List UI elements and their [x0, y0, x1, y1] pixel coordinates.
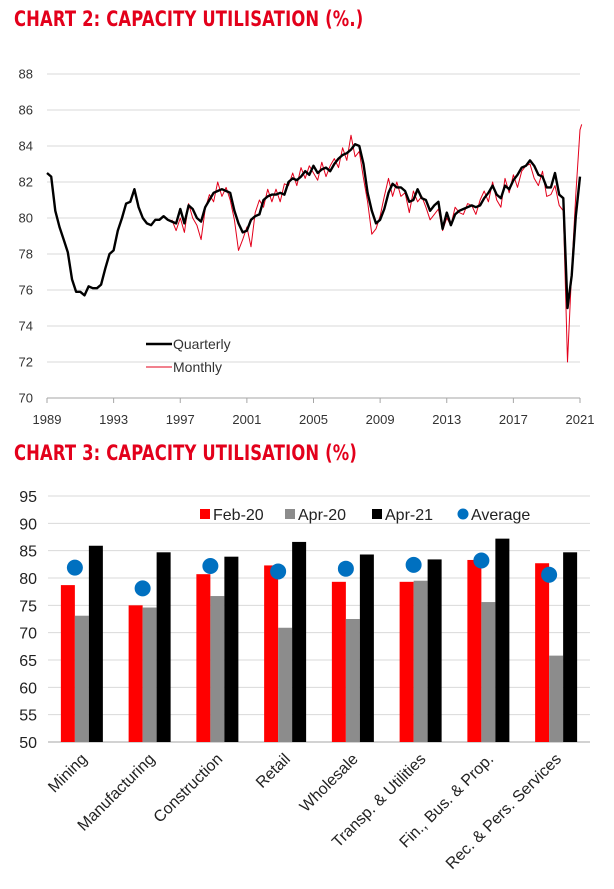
bar-apr-21 [495, 538, 510, 742]
legend-swatch-apr-21 [372, 509, 382, 519]
y-tick-label: 80 [19, 211, 33, 226]
average-marker [337, 560, 354, 577]
bar-apr-20 [345, 619, 360, 742]
y-tick-label: 55 [19, 708, 37, 725]
bar-feb-20 [331, 581, 346, 742]
chart2-title: CHART 2: CAPACITY UTILISATION (%.) [14, 7, 364, 31]
chart2-line-chart: 70 72 74 76 78 80 82 84 86 88 1989 1993 1997 2001 2005… [19, 67, 595, 428]
bar-apr-20 [210, 596, 225, 742]
average-marker [202, 557, 219, 574]
legend-swatch-feb-20 [200, 509, 210, 519]
y-tick-label: 70 [19, 626, 37, 643]
bar-apr-21 [359, 554, 374, 742]
x-tick-label: 1989 [33, 412, 62, 427]
y-tick-label: 70 [19, 391, 33, 406]
legend-label-apr-20: Apr-20 [298, 507, 346, 524]
x-tick-label: 1997 [166, 412, 195, 427]
x-tick-label: 2013 [432, 412, 461, 427]
bar-apr-20 [142, 607, 157, 742]
legend-swatch-average [457, 508, 469, 520]
bar-feb-20 [264, 565, 279, 742]
y-tick-label: 88 [19, 67, 33, 82]
x-tick-label: 2009 [366, 412, 395, 427]
bar-apr-20 [278, 627, 293, 742]
bar-apr-21 [156, 552, 171, 742]
legend-swatch-apr-20 [285, 509, 295, 519]
y-tick-label: 74 [19, 319, 33, 334]
category-label: Mining [45, 751, 90, 796]
x-tick-label: 2001 [232, 412, 261, 427]
y-tick-label: 85 [19, 544, 37, 561]
bar-apr-21 [292, 541, 307, 742]
category-label: Wholesale [297, 751, 362, 816]
bar-feb-20 [467, 559, 482, 742]
average-marker [541, 566, 558, 583]
y-tick-label: 82 [19, 175, 33, 190]
bar-feb-20 [196, 574, 211, 742]
bar-apr-20 [481, 602, 496, 742]
y-tick-label: 65 [19, 653, 37, 670]
bar-feb-20 [535, 563, 550, 742]
chart3-title: CHART 3: CAPACITY UTILISATION (%) [14, 441, 357, 465]
legend-label-apr-21: Apr-21 [385, 507, 433, 524]
category-label: Rec. & Pers. Services [443, 751, 565, 873]
average-marker [134, 580, 151, 597]
x-tick-label: 2017 [499, 412, 528, 427]
bar-feb-20 [60, 585, 75, 742]
y-tick-label: 76 [19, 283, 33, 298]
average-marker [473, 552, 490, 569]
y-tick-label: 75 [19, 598, 37, 615]
bar-apr-20 [413, 580, 428, 742]
bar-apr-20 [74, 615, 89, 742]
legend-label-quarterly: Quarterly [173, 336, 231, 352]
legend-label-feb-20: Feb-20 [213, 507, 264, 524]
chart3-bar-chart: 50556065707580859095MiningManufacturingC… [19, 489, 590, 873]
x-tick-label: 1993 [99, 412, 128, 427]
y-tick-label: 95 [19, 489, 37, 506]
bar-feb-20 [128, 605, 143, 742]
y-tick-label: 60 [19, 680, 37, 697]
x-tick-label: 2021 [566, 412, 595, 427]
bar-apr-21 [224, 556, 239, 742]
bar-apr-21 [563, 552, 578, 742]
y-tick-label: 86 [19, 103, 33, 118]
bar-apr-21 [88, 545, 103, 742]
y-tick-label: 84 [19, 139, 33, 154]
bar-feb-20 [399, 581, 414, 742]
y-tick-label: 50 [19, 735, 37, 752]
y-tick-label: 78 [19, 247, 33, 262]
bar-apr-20 [549, 655, 564, 742]
average-marker [405, 556, 422, 573]
legend-label-monthly: Monthly [173, 359, 222, 375]
series-line-quarterly [46, 142, 582, 310]
bar-apr-21 [427, 559, 442, 742]
category-label: Retail [253, 751, 294, 792]
legend-label-average: Average [471, 507, 530, 524]
y-tick-label: 72 [19, 355, 33, 370]
x-tick-label: 2005 [299, 412, 328, 427]
category-label: Construction [151, 751, 227, 827]
average-marker [66, 559, 83, 576]
average-marker [270, 563, 287, 580]
y-tick-label: 80 [19, 571, 37, 588]
y-tick-label: 90 [19, 516, 37, 533]
